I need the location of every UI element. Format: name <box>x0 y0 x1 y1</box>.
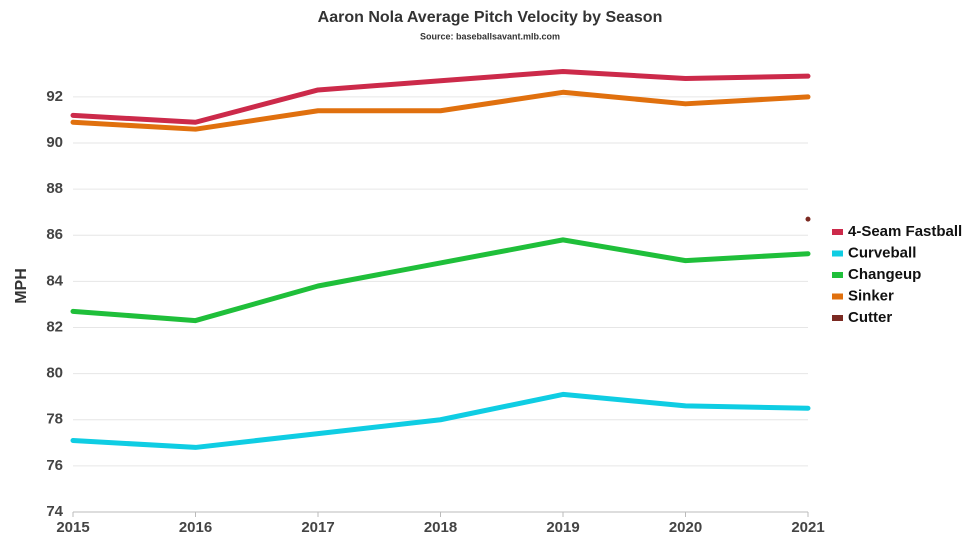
legend-swatch <box>832 315 843 321</box>
y-tick-label: 78 <box>46 411 63 428</box>
y-tick-label: 92 <box>46 88 63 105</box>
y-tick-label: 88 <box>46 180 63 197</box>
y-tick-label: 74 <box>46 503 63 520</box>
legend-swatch <box>832 293 843 300</box>
x-tick-label: 2020 <box>669 519 702 536</box>
y-tick-label: 90 <box>46 134 63 151</box>
x-tick-label: 2017 <box>301 519 334 536</box>
y-tick-label: 84 <box>46 272 63 289</box>
x-tick-label: 2021 <box>791 519 824 536</box>
legend-label: Curveball <box>848 244 916 261</box>
y-tick-label: 86 <box>46 226 63 243</box>
y-tick-label: 82 <box>46 318 63 335</box>
legend-label: Sinker <box>848 287 894 304</box>
line <box>70 391 811 450</box>
legend-swatch <box>832 272 843 278</box>
legend-label: Changeup <box>848 266 921 283</box>
legend-label: 4-Seam Fastball <box>848 223 962 240</box>
chart-subtitle: Source: baseballsavant.mlb.com <box>420 31 560 41</box>
y-axis-label: MPH <box>13 268 30 304</box>
y-tick-label: 76 <box>46 457 63 474</box>
line <box>70 89 811 132</box>
legend-label: Cutter <box>848 309 892 326</box>
x-tick-label: 2018 <box>424 519 457 536</box>
x-tick-label: 2016 <box>179 519 212 536</box>
line <box>70 237 811 324</box>
x-tick-label: 2019 <box>546 519 579 536</box>
y-tick-label: 80 <box>46 365 63 382</box>
legend-swatch <box>832 250 843 257</box>
x-tick-label: 2015 <box>56 519 89 536</box>
legend-swatch <box>832 229 843 235</box>
line <box>70 69 811 125</box>
chart-title: Aaron Nola Average Pitch Velocity by Sea… <box>318 9 663 26</box>
